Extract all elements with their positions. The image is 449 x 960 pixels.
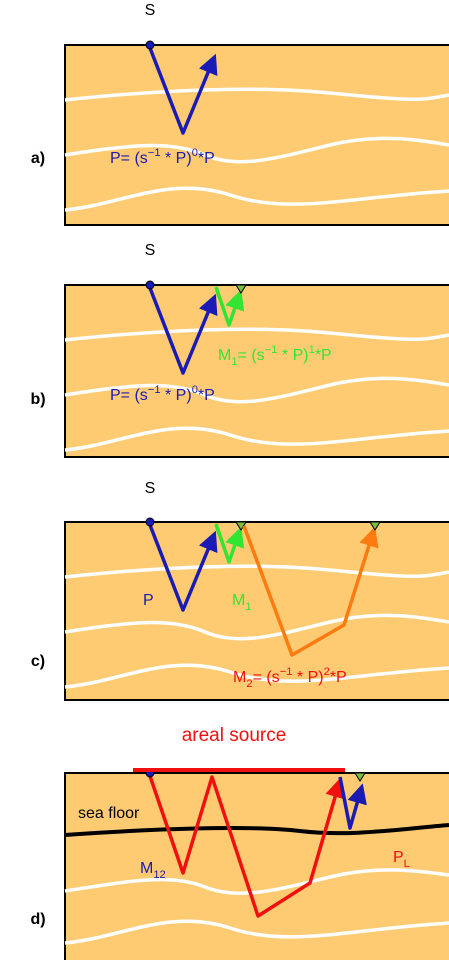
subscript: 1 bbox=[245, 601, 251, 613]
panel-label: a) bbox=[31, 150, 45, 167]
annotation-text: = (s bbox=[238, 347, 265, 364]
annotation-text: P bbox=[393, 849, 404, 866]
annotation-text: *P bbox=[330, 669, 347, 686]
annotation-text: *P bbox=[198, 387, 215, 404]
annotation-text: M bbox=[218, 347, 231, 364]
annotation-text: P= (s bbox=[110, 387, 148, 404]
annotation: P= (s−1 * P)0*P bbox=[110, 384, 215, 404]
annotation-text: areal source bbox=[182, 725, 287, 746]
subscript: L bbox=[404, 858, 410, 870]
annotation-text: * P) bbox=[161, 387, 192, 404]
panel bbox=[65, 769, 449, 960]
page: Multiple reflections diagram html, body … bbox=[0, 0, 449, 960]
source-label: S bbox=[145, 480, 156, 497]
annotation-text: M bbox=[232, 592, 245, 609]
annotation-text: * P) bbox=[277, 347, 308, 364]
page-body: {"panels": [ {"label": "a)", "source": "… bbox=[0, 0, 449, 960]
annotation-text: *P bbox=[315, 347, 332, 364]
superscript: −1 bbox=[148, 384, 161, 396]
annotation: areal source bbox=[182, 725, 287, 746]
annotation-text: * P) bbox=[161, 150, 192, 167]
subscript: 12 bbox=[153, 869, 165, 881]
source-point bbox=[146, 518, 154, 526]
annotation-text: *P bbox=[198, 150, 215, 167]
source-point bbox=[146, 41, 154, 49]
annotation: sea floor bbox=[78, 805, 140, 822]
annotation-text: M bbox=[233, 669, 246, 686]
superscript: −1 bbox=[280, 666, 293, 678]
panel-label: b) bbox=[30, 391, 45, 408]
diagram: Sa)P= (s−1 * P)0*PSb)M1= (s−1 * P)1*PP= … bbox=[0, 0, 449, 960]
annotation-text: = (s bbox=[253, 669, 280, 686]
source-label: S bbox=[145, 2, 156, 19]
panel-label: c) bbox=[31, 653, 45, 670]
superscript: −1 bbox=[265, 344, 278, 356]
annotation: P bbox=[143, 592, 154, 609]
earth-layer bbox=[65, 285, 449, 457]
annotation-text: P bbox=[143, 592, 154, 609]
annotation-text: P= (s bbox=[110, 150, 148, 167]
source-label: S bbox=[145, 242, 156, 259]
source-point bbox=[146, 281, 154, 289]
panel-label: d) bbox=[30, 911, 45, 928]
annotation-text: * P) bbox=[292, 669, 323, 686]
annotation-text: sea floor bbox=[78, 805, 140, 822]
annotation-text: M bbox=[140, 860, 153, 877]
panel bbox=[65, 41, 449, 225]
panel bbox=[65, 281, 449, 457]
annotation: P= (s−1 * P)0*P bbox=[110, 147, 215, 167]
superscript: −1 bbox=[148, 147, 161, 159]
